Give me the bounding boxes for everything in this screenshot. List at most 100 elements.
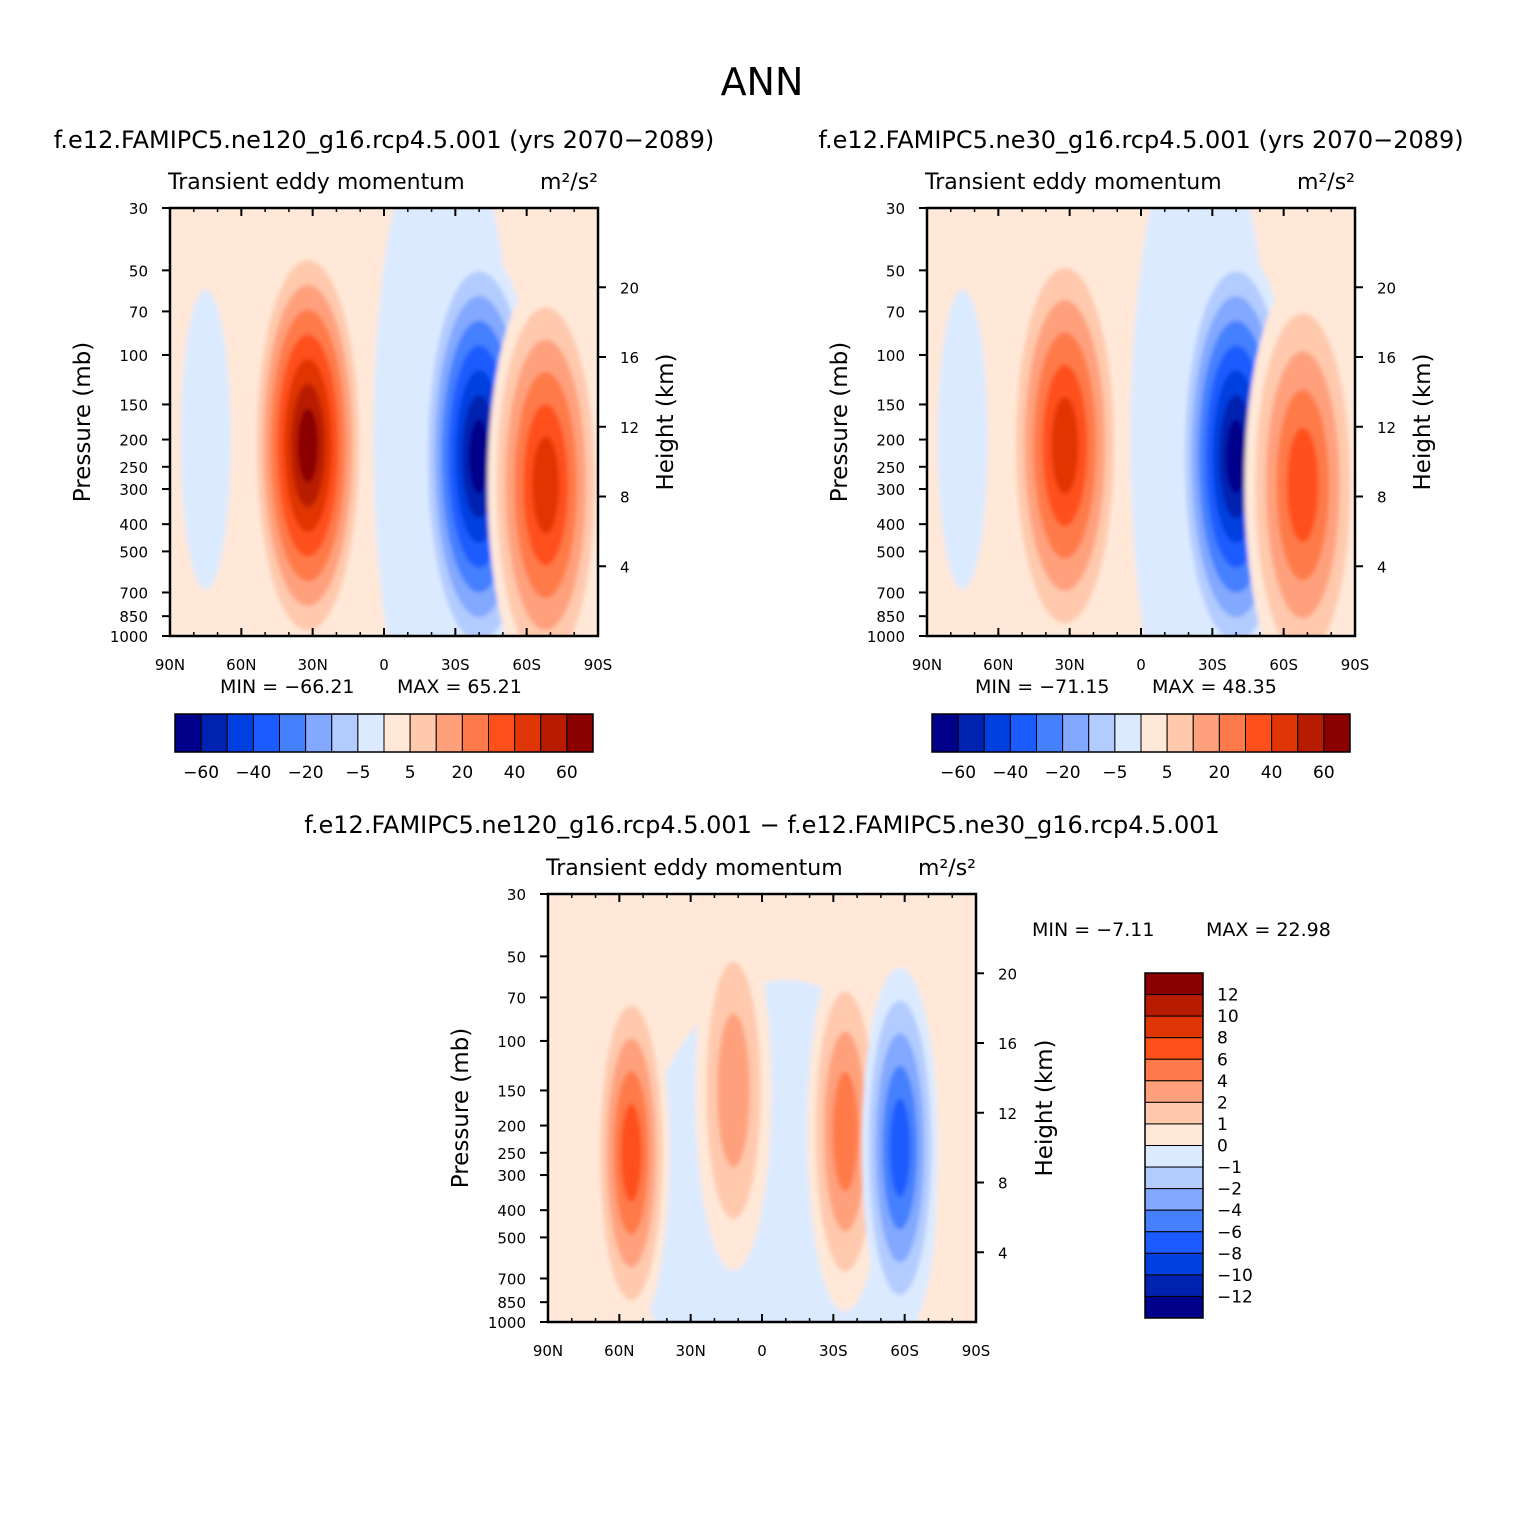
left-colorbar-label: 40 [504,763,526,783]
right-panel: 90N 60N 30N 0 30S 60S 90S 30 50 70 100 150 200 250 300… [827,170,1436,783]
diff-colorbar-label: 12 [1217,986,1239,1006]
right-colorbar-label: −20 [1045,763,1081,783]
right-min-label: MIN = −71.15 [975,676,1110,698]
left-y-tick-label: 250 [119,459,148,477]
diff-y-tick-label: 1000 [488,1314,526,1332]
left-subtitle: Transient eddy momentum [167,170,465,195]
right-feature-2-level-4 [1286,427,1319,543]
left-x-tick-label: 30N [298,656,328,674]
right-y-tick-label: 500 [876,543,905,561]
diff-colorbar-frame [1144,972,1204,1319]
diff-colorbar-swatch [1144,972,1204,996]
diff-colorbar-swatch [1144,1101,1204,1125]
diff-colorbar-swatch [1144,1252,1204,1276]
left-panel-title: f.e12.FAMIPC5.ne120_g16.rcp4.5.001 (yrs … [54,126,715,154]
right-colorbar-swatch [1192,713,1220,753]
right-colorbar-swatch [1271,713,1299,753]
right-colorbar-swatch [1297,713,1325,753]
right-colorbar-frame [931,713,1351,753]
left-y-tick-label: 70 [129,303,148,321]
left-y-tick-label: 400 [119,516,148,534]
right-colorbar-label: 40 [1261,763,1283,783]
right-colorbar-label: −60 [940,763,976,783]
right-x-tick-label: 30S [1198,656,1227,674]
left-y-tick-label: 150 [119,396,148,414]
right-y-tick-label: 850 [876,608,905,626]
left-colorbar-swatch [566,713,594,753]
right-colorbar-swatch [957,713,985,753]
left-x-tick-label: 60S [512,656,541,674]
right-x-tick-label: 90S [1341,656,1370,674]
left-colorbar-swatch [305,713,333,753]
right-feature-0-level-5 [1051,397,1079,494]
left-ylabel-right: Height (km) [653,353,679,490]
right-units: m²/s² [1297,170,1355,195]
diff-y-tick-label: 100 [497,1033,526,1051]
right-height-tick-label: 8 [1377,489,1387,507]
left-y-tick-label: 1000 [110,628,148,646]
diff-feature-3-level-4 [889,1098,911,1197]
diff-colorbar-swatch [1144,1188,1204,1211]
left-colorbar-swatch [331,713,359,753]
diff-ylabel: Pressure (mb) [448,1028,474,1188]
diff-x-tick-label: 0 [757,1342,767,1360]
right-colorbar-label: 20 [1209,763,1231,783]
right-colorbar-label: 60 [1313,763,1335,783]
diff-height-tick-label: 12 [998,1105,1017,1123]
diff-colorbar-label: 4 [1217,1072,1228,1092]
left-colorbar-swatch [514,713,542,753]
diff-colorbar-label: 6 [1217,1050,1228,1070]
left-ylabel: Pressure (mb) [70,342,96,502]
diff-units: m²/s² [918,856,976,881]
left-colorbar-label: −60 [183,763,219,783]
right-y-tick-label: 700 [876,584,905,602]
left-min-label: MIN = −66.21 [220,676,355,698]
diff-y-tick-label: 500 [497,1229,526,1247]
diff-x-tick-label: 30S [819,1342,848,1360]
right-subtitle: Transient eddy momentum [924,170,1222,195]
diff-x-tick-label: 90S [962,1342,991,1360]
diff-colorbar-swatch [1144,1145,1204,1168]
diff-colorbar-swatch [1144,1080,1204,1103]
right-y-tick-label: 250 [876,459,905,477]
left-x-tick-label: 90S [584,656,613,674]
diff-subtitle: Transient eddy momentum [545,856,843,881]
left-height-tick-label: 4 [620,558,630,576]
diff-y-tick-label: 400 [497,1202,526,1220]
left-colorbar-swatch [540,713,568,753]
left-colorbar-label: 60 [556,763,578,783]
diff-x-tick-label: 60S [890,1342,919,1360]
diff-panel: 90N 60N 30N 0 30S 60S 90S305070100150200250300… [448,856,1331,1360]
right-colorbar-swatch [983,713,1011,753]
right-ylabel-right: Height (km) [1410,353,1436,490]
left-colorbar-frame [174,713,594,753]
right-y-tick-label: 50 [886,262,905,280]
left-units: m²/s² [540,170,598,195]
diff-y-tick-label: 150 [497,1082,526,1100]
right-x-tick-label: 0 [1136,656,1146,674]
left-height-tick-label: 20 [620,279,639,297]
diff-colorbar-swatch [1144,1209,1204,1233]
left-x-tick-label: 90N [155,656,185,674]
right-x-tick-label: 90N [912,656,942,674]
left-colorbar-swatch [435,713,463,753]
left-colorbar-swatch [461,713,489,753]
left-y-tick-label: 100 [119,347,148,365]
diff-colorbar-swatch [1144,1058,1204,1082]
diff-colorbar-label: −12 [1217,1287,1253,1307]
right-y-tick-label: 150 [876,396,905,414]
diff-colorbar-label: −4 [1217,1201,1242,1221]
right-y-tick-label: 200 [876,432,905,450]
diff-height-tick-label: 8 [998,1175,1008,1193]
right-height-tick-label: 12 [1377,419,1396,437]
right-y-tick-label: 300 [876,481,905,499]
left-colorbar-label: −40 [235,763,271,783]
left-y-tick-label: 850 [119,608,148,626]
diff-y-tick-label: 30 [507,886,526,904]
diff-max-label: MAX = 22.98 [1206,919,1331,941]
diff-y-tick-label: 70 [507,989,526,1007]
left-feature-0-level-7 [297,408,319,483]
diff-colorbar-label: −1 [1217,1158,1242,1178]
page-title: ANN [721,60,804,104]
